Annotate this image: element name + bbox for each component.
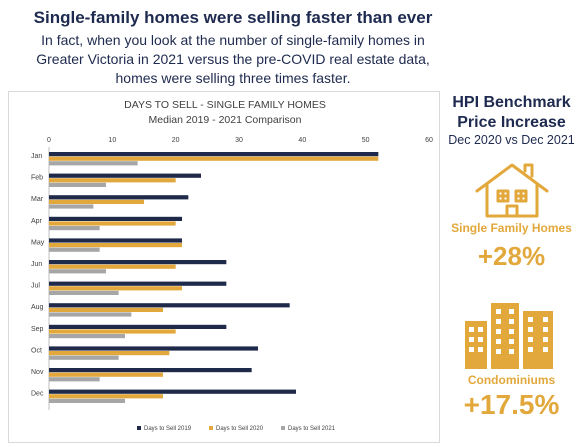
hpi-title-line: Price Increase bbox=[457, 114, 566, 131]
hpi-title-line: HPI Benchmark bbox=[452, 94, 571, 111]
headline: Single-family homes were selling faster … bbox=[33, 8, 433, 27]
buildings-icon bbox=[461, 297, 561, 374]
legend-swatch bbox=[281, 426, 285, 430]
days-to-sell-chart: DAYS TO SELL - SINGLE FAMILY HOMES Median… bbox=[31, 99, 433, 432]
intro-text: In fact, when you look at the number of … bbox=[18, 31, 448, 88]
single-family-value: +28% bbox=[477, 241, 546, 271]
bar-days-to-sell-2021 bbox=[49, 290, 119, 295]
legend-label: Days to Sell 2020 bbox=[216, 426, 264, 432]
bar-days-to-sell-2020 bbox=[49, 329, 176, 334]
bar-days-to-sell-2019 bbox=[49, 324, 227, 329]
bar-days-to-sell-2019 bbox=[49, 216, 182, 221]
bar-days-to-sell-2021 bbox=[49, 161, 138, 166]
bar-days-to-sell-2021 bbox=[49, 398, 125, 403]
bar-days-to-sell-2021 bbox=[49, 226, 100, 231]
bar-days-to-sell-2019 bbox=[49, 389, 296, 394]
category-label: Apr bbox=[31, 218, 43, 225]
intro-line: Greater Victoria in 2021 versus the pre-… bbox=[36, 51, 430, 67]
condominiums-label: Condominiums bbox=[467, 373, 556, 387]
bar-days-to-sell-2020 bbox=[49, 156, 379, 161]
bar-days-to-sell-2020 bbox=[49, 307, 163, 312]
legend-swatch bbox=[137, 426, 141, 430]
bar-days-to-sell-2020 bbox=[49, 178, 176, 183]
bar-days-to-sell-2020 bbox=[49, 372, 163, 377]
bar-days-to-sell-2019 bbox=[49, 238, 182, 243]
legend-swatch bbox=[209, 426, 213, 430]
bar-days-to-sell-2020 bbox=[49, 286, 182, 291]
category-label: Aug bbox=[31, 304, 44, 311]
house-icon bbox=[473, 161, 551, 224]
intro-line: In fact, when you look at the number of … bbox=[41, 32, 425, 48]
x-tick-label: 40 bbox=[298, 137, 306, 144]
intro-line: homes were selling three times faster. bbox=[115, 70, 351, 86]
bar-days-to-sell-2019 bbox=[49, 281, 227, 286]
bar-days-to-sell-2021 bbox=[49, 312, 132, 317]
single-family-label: Single Family Homes bbox=[451, 221, 572, 235]
x-tick-label: 20 bbox=[172, 137, 180, 144]
legend-label: Days to Sell 2019 bbox=[144, 426, 192, 432]
legend-label: Days to Sell 2021 bbox=[288, 426, 336, 432]
category-label: Mar bbox=[31, 196, 44, 203]
bar-days-to-sell-2020 bbox=[49, 199, 144, 204]
bar-days-to-sell-2020 bbox=[49, 394, 163, 399]
bar-days-to-sell-2021 bbox=[49, 355, 119, 360]
bar-days-to-sell-2021 bbox=[49, 377, 100, 382]
x-tick-label: 0 bbox=[47, 137, 51, 144]
bar-days-to-sell-2020 bbox=[49, 243, 182, 248]
x-tick-label: 60 bbox=[425, 137, 433, 144]
chart-panel: DAYS TO SELL - SINGLE FAMILY HOMES Median… bbox=[8, 91, 440, 443]
bar-days-to-sell-2019 bbox=[49, 152, 379, 157]
category-label: May bbox=[31, 239, 45, 246]
bar-days-to-sell-2021 bbox=[49, 269, 106, 274]
bar-days-to-sell-2019 bbox=[49, 260, 227, 265]
category-label: Jun bbox=[31, 261, 42, 268]
category-label: Nov bbox=[31, 369, 44, 376]
bar-days-to-sell-2019 bbox=[49, 195, 189, 200]
x-tick-label: 30 bbox=[235, 137, 243, 144]
hpi-subtitle: Dec 2020 vs Dec 2021 bbox=[448, 133, 575, 147]
hpi-title: HPI Benchmark Price Increase bbox=[441, 93, 582, 133]
x-tick-label: 50 bbox=[362, 137, 370, 144]
bar-days-to-sell-2019 bbox=[49, 173, 201, 178]
chart-subtitle: Median 2019 - 2021 Comparison bbox=[149, 114, 302, 126]
bar-days-to-sell-2020 bbox=[49, 221, 176, 226]
condominiums-value: +17.5% bbox=[463, 389, 560, 420]
bar-days-to-sell-2021 bbox=[49, 334, 125, 339]
bar-days-to-sell-2020 bbox=[49, 351, 170, 356]
chart-title: DAYS TO SELL - SINGLE FAMILY HOMES bbox=[124, 99, 326, 111]
bar-days-to-sell-2019 bbox=[49, 346, 258, 351]
bar-days-to-sell-2021 bbox=[49, 204, 94, 209]
hpi-panel: HPI Benchmark Price Increase Dec 2020 vs… bbox=[441, 91, 582, 447]
bar-days-to-sell-2019 bbox=[49, 303, 290, 308]
category-label: Sep bbox=[31, 326, 44, 333]
category-label: Jul bbox=[31, 283, 40, 290]
bar-days-to-sell-2020 bbox=[49, 264, 176, 269]
x-tick-label: 10 bbox=[108, 137, 116, 144]
category-label: Dec bbox=[31, 391, 44, 398]
bar-days-to-sell-2019 bbox=[49, 368, 252, 373]
category-label: Feb bbox=[31, 175, 43, 182]
bar-days-to-sell-2021 bbox=[49, 182, 106, 187]
category-label: Jan bbox=[31, 153, 42, 160]
category-label: Oct bbox=[31, 347, 42, 354]
bar-days-to-sell-2021 bbox=[49, 247, 100, 252]
